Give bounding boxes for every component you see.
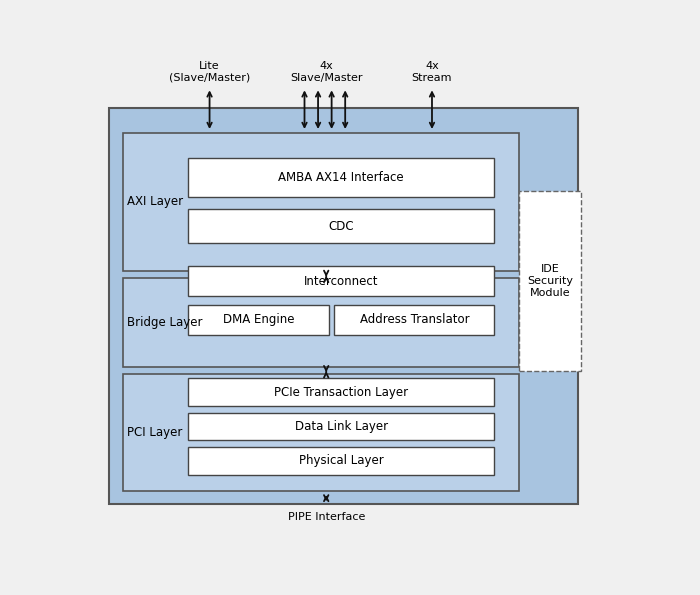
Text: Bridge Layer: Bridge Layer bbox=[127, 316, 202, 328]
Text: 4x
Stream: 4x Stream bbox=[412, 61, 452, 83]
Bar bbox=[519, 190, 581, 371]
Text: DMA Engine: DMA Engine bbox=[223, 314, 294, 327]
Bar bbox=[188, 447, 494, 475]
Text: Data Link Layer: Data Link Layer bbox=[295, 420, 388, 433]
Text: CDC: CDC bbox=[328, 220, 354, 233]
Bar bbox=[109, 108, 578, 505]
Bar bbox=[188, 209, 494, 243]
Text: PCIe Transaction Layer: PCIe Transaction Layer bbox=[274, 386, 408, 399]
Text: PCI Layer: PCI Layer bbox=[127, 425, 182, 439]
Text: Lite
(Slave/Master): Lite (Slave/Master) bbox=[169, 61, 250, 83]
Bar bbox=[122, 374, 519, 491]
Bar bbox=[188, 305, 329, 335]
Bar bbox=[188, 413, 494, 440]
Bar bbox=[122, 133, 519, 271]
Text: Address Translator: Address Translator bbox=[360, 314, 469, 327]
Text: Physical Layer: Physical Layer bbox=[299, 455, 384, 467]
Bar bbox=[335, 305, 494, 335]
Text: PIPE Interface: PIPE Interface bbox=[288, 512, 365, 522]
Text: AMBA AX14 Interface: AMBA AX14 Interface bbox=[279, 171, 404, 184]
Bar bbox=[122, 277, 519, 367]
Bar bbox=[188, 266, 494, 296]
Text: IDE
Security
Module: IDE Security Module bbox=[527, 264, 573, 298]
Bar bbox=[188, 158, 494, 198]
Text: 4x
Slave/Master: 4x Slave/Master bbox=[290, 61, 363, 83]
Text: Interconnect: Interconnect bbox=[304, 274, 379, 287]
Text: AXI Layer: AXI Layer bbox=[127, 196, 183, 208]
Bar bbox=[188, 378, 494, 406]
